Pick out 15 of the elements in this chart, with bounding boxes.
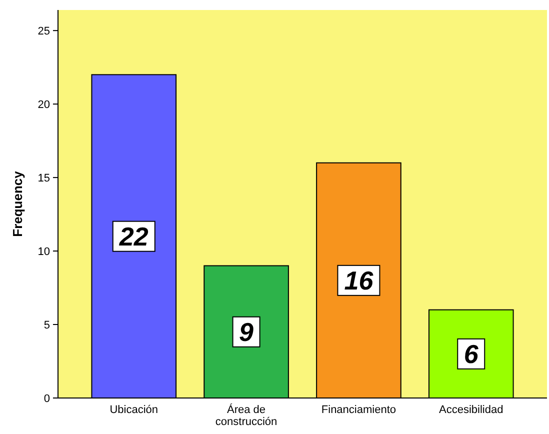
y-tick-label: 15 [38,172,50,185]
x-tick-label: Accesibilidad [439,404,504,416]
x-tick-label: Financiamiento [321,404,396,416]
y-tick-label: 20 [38,99,50,112]
y-tick-label: 5 [44,320,50,332]
y-axis-title: Frequency [10,170,25,237]
x-tick-label: Área de construcción [215,403,278,428]
data-label: 9 [239,316,254,347]
data-label: 16 [344,265,374,296]
y-tick-label: 0 [44,393,50,405]
x-tick-label: Ubicación [110,404,158,416]
y-tick-label: 10 [38,246,50,258]
data-label: 22 [118,221,149,252]
data-label: 6 [464,338,479,369]
y-tick-label: 25 [38,26,50,38]
